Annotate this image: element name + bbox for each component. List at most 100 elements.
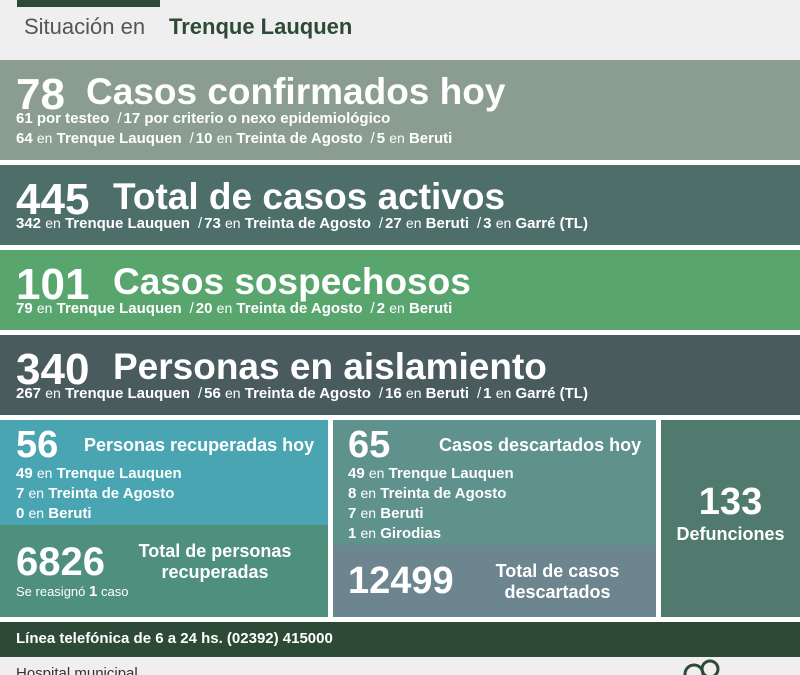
connector: en [360,525,377,541]
recovered-total-panel [0,525,328,617]
connector: en [405,385,422,401]
item-count: 7 [16,485,25,502]
item-place: Trenque Lauquen [56,300,182,317]
separator: / [197,385,203,402]
item-place: Garré (TL) [515,385,588,402]
recovered-panel [0,420,328,525]
item-place: Beruti [48,505,92,522]
item-count: 27 [385,215,402,232]
discarded-total-title: Total de casos descartados [495,561,620,602]
connector: en [216,130,233,146]
item-place: Beruti [408,300,453,317]
stat-title: Casos sospechosos [113,261,471,302]
phone: Línea telefónica de 6 a 24 hs. (02392) 4… [16,630,333,647]
header-accent [17,0,160,7]
stat-panel [0,250,800,330]
discarded-items: 49 en Trenque Lauquen 8 en Treinta de Ago… [348,465,514,545]
detail-line: 0 en Beruti [16,505,182,525]
header-label: Situación en [24,14,146,39]
separator: / [370,130,375,147]
connector: en [389,300,405,316]
detail-line: 342 en Trenque Lauquen/73 en Treinta de … [16,215,588,232]
item-place: Trenque Lauquen [388,465,514,482]
item-text: 17 por criterio o nexo epidemiológico [123,110,391,127]
connector: en [36,130,53,146]
item-place: Treinta de Agosto [236,300,363,317]
detail-line: 49 en Trenque Lauquen [348,465,514,485]
item-count: 73 [204,215,221,232]
separator: / [378,215,384,232]
recovered-items: 49 en Trenque Lauquen 7 en Treinta de Ago… [16,465,182,525]
connector: en [360,505,377,521]
reassign-note: Se reasignó 1 caso [16,583,128,600]
stat-title: Personas en aislamiento [113,346,547,387]
item-place: Beruti [425,215,469,232]
stat-number: 78 [16,70,65,119]
separator: / [189,130,194,147]
deaths-number: 133 [698,481,763,523]
stat-number: 340 [16,345,90,394]
recovered-total-number: 6826 [16,540,105,584]
detail-line: 61 por testeo /17 por criterio o nexo epi… [16,110,390,127]
connector: en [216,300,233,316]
connector: en [495,385,512,401]
note-after: caso [100,584,129,599]
stat-panel [0,335,800,415]
deaths-panel [661,420,800,617]
note-count: 1 [89,583,98,600]
phone-bar [0,622,800,657]
item-place: Trenque Lauquen [64,385,190,402]
item-place: Garré (TL) [515,215,588,232]
detail-line: 64 en Trenque Lauquen/10 en Treinta de A… [16,130,452,147]
item-place: Treinta de Agosto [48,485,175,502]
discarded-title: Casos descartados hoy [439,435,642,455]
detail-line: 267 en Trenque Lauquen/56 en Treinta de … [16,385,588,402]
item-place: Treinta de Agosto [236,130,363,147]
connector: en [45,215,61,231]
separator: / [378,385,384,402]
item-place: Beruti [425,385,469,402]
separator: / [197,215,203,232]
item-place: Beruti [380,505,424,522]
item-place: Treinta de Agosto [244,215,371,232]
detail-line: 8 en Treinta de Agosto [348,485,514,505]
stat-panel [0,60,800,160]
item-count: 49 [348,465,365,482]
item-count: 0 [16,505,25,522]
item-count: 1 [348,525,357,542]
detail-line: 7 en Beruti [348,505,514,525]
item-place: Trenque Lauquen [56,130,182,147]
connector: en [28,485,45,501]
discarded-total-number: 12499 [348,560,454,602]
separator: / [477,215,482,232]
item-count: 10 [195,130,213,147]
item-place: Beruti [408,130,453,147]
discarded-total-panel [333,545,656,617]
recovered-title: Personas recuperadas hoy [84,435,315,455]
stat-title: Total de casos activos [113,176,506,217]
connector: en [45,385,61,401]
item-place: Trenque Lauquen [56,465,182,482]
item-count: 56 [204,385,221,402]
detail-line: 49 en Trenque Lauquen [16,465,182,485]
item-count: 5 [376,130,386,147]
item-count: 79 [16,300,33,317]
connector: en [389,130,405,146]
item-count: 8 [348,485,357,502]
header-place: Trenque Lauquen [169,14,353,39]
connector: en [36,300,53,316]
separator: / [370,300,375,317]
connector: en [405,215,422,231]
item-count: 7 [348,505,357,522]
stat-panel [0,165,800,245]
stat-number: 445 [16,175,90,224]
item-count: 1 [483,385,492,402]
logo [683,659,720,675]
item-count: 49 [16,465,33,482]
item-count: 64 [16,130,33,147]
connector: en [28,505,45,521]
stat-number: 101 [16,260,90,309]
item-count: 3 [483,215,492,232]
detail-line: 79 en Trenque Lauquen/20 en Treinta de A… [16,300,452,317]
connector: en [495,215,512,231]
